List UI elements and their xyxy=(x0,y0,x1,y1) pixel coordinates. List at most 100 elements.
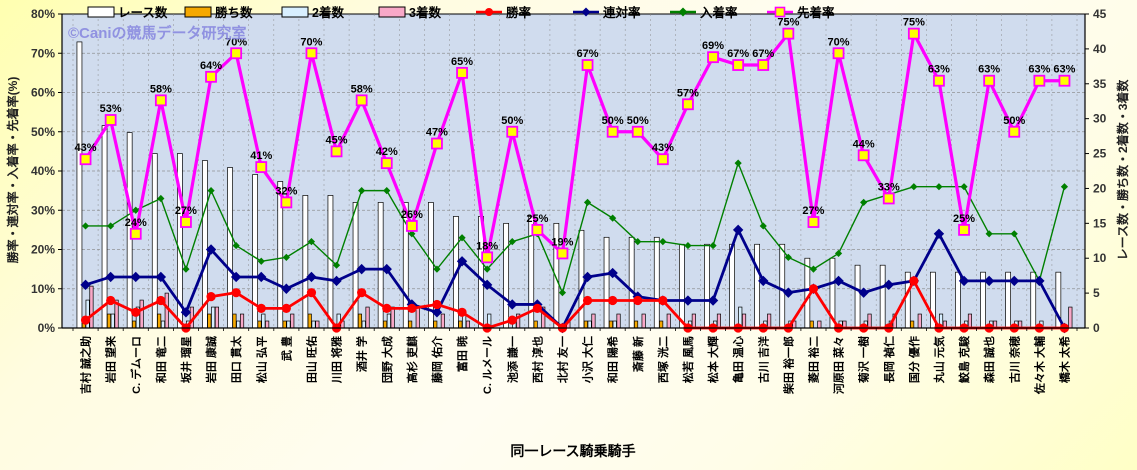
marker-diamond xyxy=(582,271,593,283)
marker-diamond xyxy=(256,271,267,283)
marker-square xyxy=(255,161,268,173)
marker-diamond xyxy=(433,265,441,273)
bar-レース数 xyxy=(729,243,735,329)
x-category-label: 橋木 太希 xyxy=(1057,336,1071,383)
bar-3着数 xyxy=(390,306,395,329)
y-right-tick-label: 15 xyxy=(1093,216,1107,230)
bar-レース数 xyxy=(628,236,635,329)
marker-square xyxy=(732,59,745,71)
bar-3着数 xyxy=(139,299,144,329)
data-label: 24% xyxy=(125,217,147,229)
y-left-tick-label: 60% xyxy=(31,86,55,100)
bar-勝ち数 xyxy=(207,313,212,329)
legend-swatch xyxy=(184,6,212,18)
data-label: 25% xyxy=(526,213,548,225)
y-right-tick-label: 5 xyxy=(1093,286,1100,300)
data-label: 27% xyxy=(802,205,824,217)
marker-diamond xyxy=(609,214,617,222)
marker-square xyxy=(606,125,619,138)
data-label: 26% xyxy=(401,209,423,221)
x-category-label: 斎藤 新 xyxy=(631,336,645,372)
x-category-label: 団野 大成 xyxy=(380,336,394,383)
marker-circle xyxy=(909,276,919,286)
x-axis-title: 同一レース騎乗騎手 xyxy=(510,443,635,459)
bar-レース数 xyxy=(779,243,786,329)
marker-circle xyxy=(658,295,668,306)
y-left-tick-label: 80% xyxy=(31,7,55,21)
bar-勝ち数 xyxy=(106,313,112,329)
x-category-label: 佐々木 大輔 xyxy=(1032,336,1046,395)
marker-diamond xyxy=(960,183,968,191)
data-label: 50% xyxy=(1003,115,1025,127)
x-category-label: 酒井 学 xyxy=(355,336,369,372)
marker-circle xyxy=(80,315,91,325)
marker-square xyxy=(305,47,318,60)
data-label: 50% xyxy=(602,115,624,127)
y-left-tick-label: 50% xyxy=(31,125,55,139)
marker-square xyxy=(1008,125,1021,138)
marker-square xyxy=(380,157,393,170)
legend-item-連対率: 連対率 xyxy=(573,5,641,20)
bar-勝ち数 xyxy=(257,320,262,329)
marker-square xyxy=(129,227,142,240)
marker-circle xyxy=(256,303,266,313)
y-right-tick-label: 0 xyxy=(1093,321,1100,335)
bar-勝ち数 xyxy=(307,313,312,329)
bar-勝ち数 xyxy=(659,320,664,329)
marker-diamond xyxy=(860,198,868,206)
marker-square xyxy=(958,223,970,236)
bar-series-レース数 xyxy=(76,41,1062,329)
marker-circle xyxy=(231,288,241,298)
marker-diamond xyxy=(381,263,392,275)
marker-circle xyxy=(608,295,618,306)
bar-レース数 xyxy=(503,222,509,329)
marker-diamond xyxy=(1010,230,1018,238)
marker-diamond xyxy=(155,271,167,283)
bar-3着数 xyxy=(917,313,922,329)
x-category-label: 松山 弘平 xyxy=(254,336,268,383)
marker-circle xyxy=(206,292,216,302)
x-category-label: 古川 奈穂 xyxy=(1007,336,1021,383)
y-axis-ticks: 0% 10% 20% 30% 40% 50% 60% 70% 80% 0 5 10 15 20 25 30 35… xyxy=(31,7,1107,335)
x-category-label: C. デムーロ xyxy=(129,336,143,394)
data-label: 67% xyxy=(727,48,749,60)
bar-レース数 xyxy=(678,243,685,329)
bar-レース数 xyxy=(879,264,886,329)
x-category-label: 松若 風馬 xyxy=(681,336,695,383)
marker-diamond xyxy=(1034,275,1045,287)
marker-square xyxy=(807,216,820,228)
bar-勝ち数 xyxy=(533,320,538,329)
y-right-tick-label: 10 xyxy=(1093,251,1107,265)
bar-レース数 xyxy=(704,243,710,329)
watermark: ©Caniの競馬データ研究室 xyxy=(68,24,247,42)
y-right-tick-label: 40 xyxy=(1093,42,1107,56)
bar-2着数 xyxy=(311,320,316,329)
x-category-label: 和田 陽希 xyxy=(606,336,620,383)
marker-diamond xyxy=(157,194,165,203)
marker-square xyxy=(707,51,719,64)
legend-item-勝率: 勝率 xyxy=(476,5,532,20)
x-category-label: 小沢 大仁 xyxy=(581,336,595,384)
y-axis-right-title: レース数・勝ち数・2着数・3着数 xyxy=(1115,79,1130,261)
data-label: 58% xyxy=(150,83,172,95)
data-label: 70% xyxy=(828,36,850,48)
x-category-label: 藤岡 佑介 xyxy=(430,335,444,383)
marker-diamond xyxy=(182,265,190,273)
x-category-label: 国分 優作 xyxy=(907,336,921,383)
marker-diamond xyxy=(105,271,116,283)
data-label: 63% xyxy=(978,64,1000,76)
data-label: 75% xyxy=(903,17,925,29)
marker-square xyxy=(506,125,519,138)
data-label: 75% xyxy=(777,17,799,29)
bar-レース数 xyxy=(603,236,610,329)
marker-circle xyxy=(382,303,392,313)
bar-レース数 xyxy=(754,243,761,329)
bar-勝ち数 xyxy=(910,320,915,329)
marker-square xyxy=(1033,74,1046,87)
bar-勝ち数 xyxy=(408,320,413,329)
marker-square xyxy=(983,74,996,87)
marker-diamond xyxy=(682,295,694,306)
data-label: 65% xyxy=(451,56,473,68)
marker-circle xyxy=(407,303,417,313)
marker-diamond xyxy=(910,183,918,191)
